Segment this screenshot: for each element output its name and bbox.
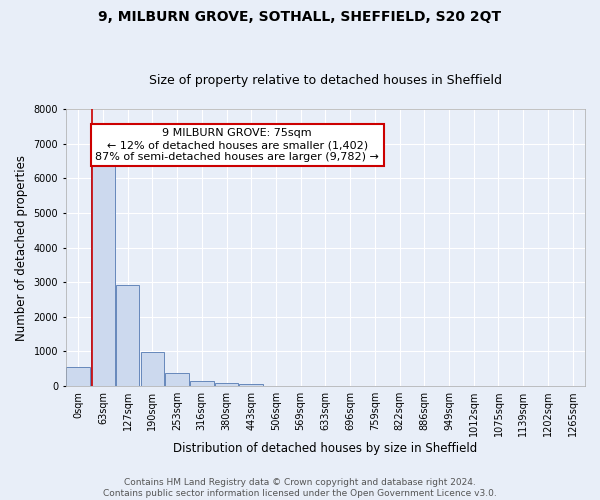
Bar xyxy=(116,285,139,386)
Text: 9, MILBURN GROVE, SOTHALL, SHEFFIELD, S20 2QT: 9, MILBURN GROVE, SOTHALL, SHEFFIELD, S2… xyxy=(98,10,502,24)
Bar xyxy=(140,352,164,386)
Text: Contains HM Land Registry data © Crown copyright and database right 2024.
Contai: Contains HM Land Registry data © Crown c… xyxy=(103,478,497,498)
Bar xyxy=(215,383,238,386)
Bar xyxy=(67,366,90,386)
Bar xyxy=(239,384,263,386)
Bar xyxy=(91,165,115,386)
Y-axis label: Number of detached properties: Number of detached properties xyxy=(15,154,28,340)
X-axis label: Distribution of detached houses by size in Sheffield: Distribution of detached houses by size … xyxy=(173,442,478,455)
Bar xyxy=(190,380,214,386)
Text: 9 MILBURN GROVE: 75sqm
← 12% of detached houses are smaller (1,402)
87% of semi-: 9 MILBURN GROVE: 75sqm ← 12% of detached… xyxy=(95,128,379,162)
Bar xyxy=(166,374,189,386)
Title: Size of property relative to detached houses in Sheffield: Size of property relative to detached ho… xyxy=(149,74,502,87)
